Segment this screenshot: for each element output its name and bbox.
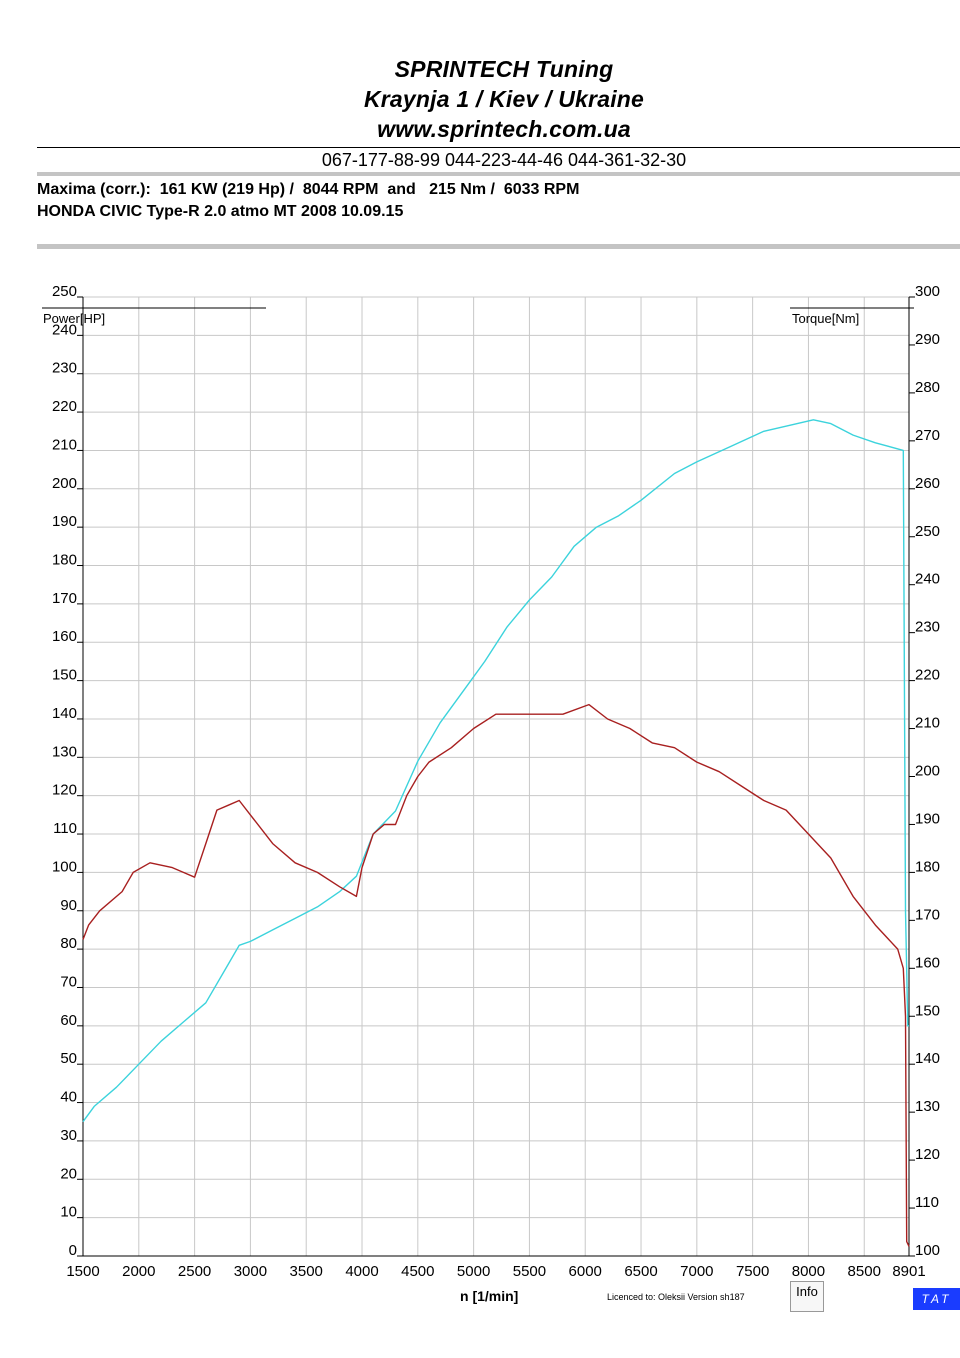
shop-address: Kraynja 1 / Kiev / Ukraine	[363, 86, 645, 112]
x-tick-label: 6000	[569, 1263, 602, 1280]
maxima-summary: Maxima (corr.): 161 KW (219 Hp) / 8044 R…	[37, 181, 580, 198]
x-tick-label: 8000	[792, 1263, 825, 1280]
y-left-tick-label: 150	[52, 667, 77, 684]
y-left-axis-label: Power[HP]	[43, 311, 105, 326]
y-left-tick-label: 220	[52, 398, 77, 415]
y-right-tick-label: 220	[915, 667, 940, 684]
power-curve	[82, 419, 909, 1123]
info-button[interactable]: Info	[790, 1281, 824, 1312]
y-left-tick-label: 120	[52, 782, 77, 799]
y-left-tick-label: 230	[52, 360, 77, 377]
y-left-tick-label: 240	[52, 321, 77, 338]
chart-labels: 1500 2000 2500 3000 3500 4000 4500 5000 5500 6000…	[43, 283, 940, 1280]
y-left-tick-label: 140	[52, 705, 77, 722]
y-right-tick-label: 100	[915, 1242, 940, 1259]
y-left-tick-label: 50	[60, 1050, 77, 1067]
y-right-tick-label: 230	[915, 619, 940, 636]
y-left-tick-label: 170	[52, 590, 77, 607]
y-left-tick-label: 130	[52, 743, 77, 760]
y-left-tick-label: 210	[52, 436, 77, 453]
y-left-tick-label: 200	[52, 475, 77, 492]
header-rule	[37, 147, 960, 148]
y-right-tick-label: 200	[915, 763, 940, 780]
y-left-tick-label: 20	[60, 1165, 77, 1182]
y-left-tick-label: 250	[52, 283, 77, 300]
x-axis-unit: n [1/min]	[460, 1288, 519, 1304]
y-right-tick-label: 150	[915, 1002, 940, 1019]
phone-numbers: 067-177-88-99 044-223-44-46 044-361-32-3…	[321, 150, 687, 170]
y-right-tick-label: 300	[915, 283, 940, 300]
x-tick-label: 7000	[680, 1263, 713, 1280]
y-right-tick-label: 160	[915, 954, 940, 971]
x-tick-label: 4500	[401, 1263, 434, 1280]
y-left-tick-label: 100	[52, 858, 77, 875]
chart-grid	[83, 296, 909, 1256]
x-tick-label: 1500	[66, 1263, 99, 1280]
torque-curve	[82, 703, 910, 1247]
y-right-tick-label: 240	[915, 571, 940, 588]
y-right-tick-label: 120	[915, 1146, 940, 1163]
chart-series	[82, 419, 910, 1247]
y-left-tick-label: 190	[52, 513, 77, 530]
x-tick-label: 2500	[178, 1263, 211, 1280]
y-right-tick-label: 190	[915, 810, 940, 827]
y-left-tick-label: 0	[69, 1242, 77, 1259]
y-left-tick-label: 180	[52, 552, 77, 569]
y-right-tick-label: 260	[915, 475, 940, 492]
y-right-tick-label: 280	[915, 379, 940, 396]
x-tick-label: 7500	[736, 1263, 769, 1280]
y-right-tick-label: 170	[915, 906, 940, 923]
shop-website: www.sprintech.com.ua	[377, 116, 631, 142]
y-left-tick-label: 70	[60, 973, 77, 990]
y-right-tick-label: 290	[915, 331, 940, 348]
shop-name: SPRINTECH Tuning	[394, 56, 614, 82]
y-right-tick-label: 210	[915, 715, 940, 732]
x-tick-label: 2000	[122, 1263, 155, 1280]
y-left-tick-label: 160	[52, 628, 77, 645]
y-right-axis-label: Torque[Nm]	[792, 311, 859, 326]
x-tick-label: 8901	[892, 1263, 925, 1280]
y-left-tick-label: 110	[53, 820, 77, 837]
x-tick-label: 3500	[290, 1263, 323, 1280]
x-tick-label: 8500	[848, 1263, 881, 1280]
tat-badge: TAT	[913, 1288, 960, 1310]
x-tick-label: 5000	[457, 1263, 490, 1280]
info-rule-top	[37, 172, 960, 176]
licence-text: Licenced to: Oleksii Version sh187	[607, 1292, 745, 1302]
y-right-tick-label: 110	[915, 1194, 939, 1211]
y-left-tick-label: 10	[60, 1204, 77, 1221]
info-rule-bottom	[37, 244, 960, 249]
y-right-tick-label: 270	[915, 427, 940, 444]
y-right-tick-label: 130	[915, 1098, 940, 1115]
x-tick-label: 5500	[513, 1263, 546, 1280]
y-right-tick-label: 140	[915, 1050, 940, 1067]
x-tick-label: 6500	[624, 1263, 657, 1280]
x-tick-label: 3000	[234, 1263, 267, 1280]
vehicle-description: HONDA CIVIC Type-R 2.0 atmo MT 2008 10.0…	[37, 203, 404, 220]
x-tick-label: 4000	[345, 1263, 378, 1280]
y-left-tick-label: 80	[60, 935, 77, 952]
y-left-tick-label: 60	[60, 1012, 77, 1029]
y-right-tick-label: 180	[915, 858, 940, 875]
y-right-tick-label: 250	[915, 523, 940, 540]
y-left-tick-label: 30	[60, 1127, 77, 1144]
y-left-tick-label: 40	[60, 1089, 77, 1106]
y-left-tick-label: 90	[60, 897, 77, 914]
chart-axes	[42, 296, 915, 1257]
